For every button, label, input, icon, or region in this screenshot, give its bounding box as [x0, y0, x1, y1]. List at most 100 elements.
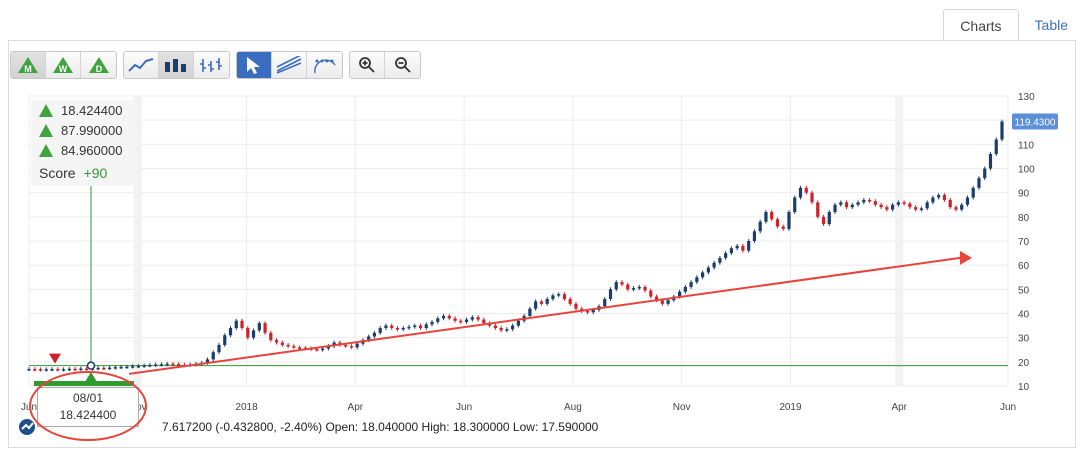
- candle-body: [539, 301, 544, 304]
- signal-bar: [34, 381, 134, 386]
- candle-body: [84, 368, 89, 371]
- candle-body: [159, 364, 164, 366]
- buy-marker: [85, 372, 97, 382]
- candle-body: [937, 195, 941, 198]
- score-label: Score: [39, 165, 76, 181]
- weekly-signal-icon: [39, 123, 53, 137]
- candle-body: [942, 195, 947, 200]
- candle-body: [430, 321, 434, 325]
- candle-body: [108, 367, 112, 370]
- candle-body: [61, 369, 66, 371]
- monthly-signal-button[interactable]: M: [11, 52, 46, 78]
- candle-body: [246, 328, 250, 338]
- candle-body: [867, 199, 872, 202]
- tab-table[interactable]: Table: [1034, 17, 1068, 33]
- candle-body: [407, 326, 411, 329]
- candle-body: [534, 301, 538, 309]
- tab-charts[interactable]: Charts: [943, 9, 1019, 41]
- candle-body: [701, 272, 705, 278]
- sell-marker: [49, 353, 61, 364]
- candle-body: [562, 294, 567, 299]
- candle-body: [821, 216, 826, 225]
- candle-body: [614, 282, 618, 290]
- y-tick-label: 60: [1018, 261, 1030, 272]
- candle-body: [914, 207, 918, 210]
- candle-body: [234, 320, 238, 328]
- trendline-tool-button[interactable]: [272, 52, 307, 78]
- candle-body: [459, 320, 463, 323]
- candle-body: [326, 346, 330, 349]
- candle-body: [787, 212, 791, 229]
- candle-body: [660, 300, 664, 304]
- candle-body: [263, 323, 267, 333]
- y-tick-label: 20: [1018, 358, 1030, 369]
- candle-body: [251, 330, 256, 338]
- candle-body: [718, 257, 722, 263]
- candle-body: [654, 296, 659, 301]
- candle-body: [102, 367, 106, 370]
- fibonacci-icon: [313, 59, 336, 74]
- svg-text:M: M: [24, 64, 32, 74]
- y-tick-label: 100: [1018, 165, 1035, 176]
- candle-body: [885, 207, 889, 210]
- candle-body: [770, 212, 774, 220]
- pointer-tool-button[interactable]: [237, 52, 272, 78]
- pointer-arrow-icon: [247, 57, 260, 74]
- candle-body: [44, 369, 48, 371]
- candle-body: [142, 365, 146, 367]
- candle-body: [902, 202, 906, 204]
- candle-body: [793, 197, 797, 212]
- candle-body: [919, 208, 923, 210]
- candle-body: [977, 178, 981, 188]
- svg-text:W: W: [59, 64, 68, 74]
- candle-body: [297, 347, 302, 349]
- x-tick-label: Jun: [21, 402, 37, 413]
- candle-body: [113, 367, 117, 369]
- y-tick-label: 70: [1018, 237, 1030, 248]
- ohlc-bar-button[interactable]: [194, 52, 229, 78]
- candle-body: [96, 367, 100, 370]
- ohlc-bar-icon: [199, 58, 222, 72]
- candle-body: [988, 154, 993, 169]
- candle-body: [960, 204, 964, 210]
- candle-body: [321, 348, 325, 351]
- zoom-out-button[interactable]: [385, 52, 420, 78]
- candle-body: [850, 204, 854, 208]
- candle-body: [211, 352, 215, 360]
- candle-body: [344, 344, 348, 347]
- candle-body: [280, 342, 284, 345]
- candle-body: [775, 219, 780, 227]
- view-tabs: Charts Table: [943, 9, 1084, 41]
- candle-body: [418, 325, 423, 328]
- tooltip-date: 08/01: [72, 391, 104, 405]
- candle-body: [516, 320, 520, 326]
- candle-body: [372, 332, 377, 337]
- candle-body: [908, 203, 912, 208]
- monthly-signal-row: 18.424400: [31, 100, 136, 120]
- candlestick-button[interactable]: [159, 52, 194, 78]
- crosshair-point: [86, 361, 96, 370]
- candle-body: [557, 294, 561, 296]
- candle-body: [545, 299, 549, 304]
- zoom-in-button[interactable]: [350, 52, 385, 78]
- candle-body: [464, 319, 469, 322]
- trend-arrow-line: [128, 256, 961, 375]
- candle-body: [315, 349, 319, 351]
- candle-body: [856, 202, 860, 205]
- fibonacci-tool-button[interactable]: [307, 52, 342, 78]
- candle-body: [747, 241, 751, 251]
- candle-body: [677, 291, 682, 297]
- x-tick-label: 2018: [235, 402, 258, 413]
- candle-body: [125, 366, 129, 369]
- candle-body: [862, 199, 866, 203]
- daily-signal-button[interactable]: D: [81, 52, 116, 78]
- weekly-signal-button[interactable]: W: [46, 52, 81, 78]
- y-tick-label: 130: [1018, 92, 1035, 103]
- y-tick-label: 30: [1018, 334, 1030, 345]
- line-chart-button[interactable]: [124, 52, 159, 78]
- candle-body: [528, 308, 532, 316]
- x-tick-label: 2019: [779, 402, 802, 413]
- candle-body: [269, 332, 273, 341]
- candle-body: [971, 187, 975, 198]
